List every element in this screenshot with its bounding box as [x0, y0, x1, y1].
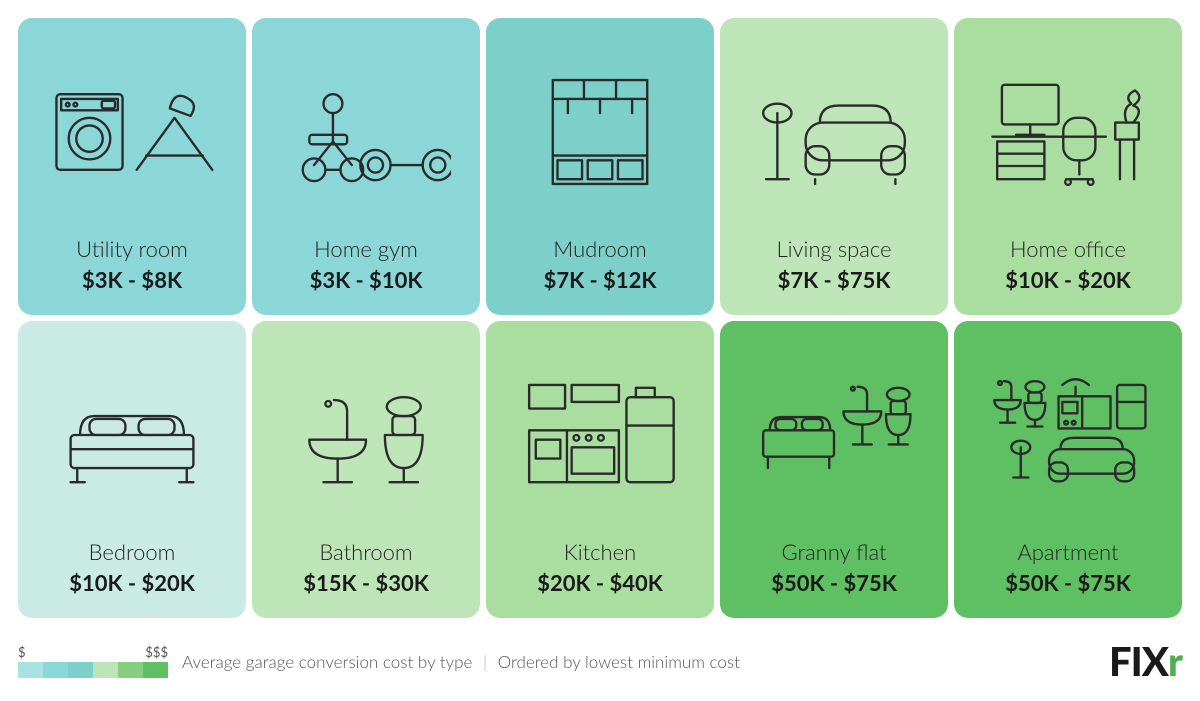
card-price: $20K - $40K — [537, 569, 663, 596]
card-price: $15K - $30K — [303, 569, 429, 596]
caption: Average garage conversion cost by type |… — [182, 651, 740, 672]
card-granny: Granny flat $50K - $75K — [720, 321, 948, 618]
card-price: $10K - $20K — [1005, 266, 1131, 293]
gym-icon — [262, 36, 470, 227]
caption-divider: | — [483, 651, 487, 672]
scale-segment — [43, 662, 68, 678]
card-mudroom: Mudroom $7K - $12K — [486, 18, 714, 315]
scale-segment — [118, 662, 143, 678]
card-label: Bedroom — [89, 538, 176, 565]
granny-icon — [730, 339, 938, 530]
caption-sub: Ordered by lowest minimum cost — [498, 651, 740, 672]
card-label: Granny flat — [781, 538, 886, 565]
card-price: $3K - $8K — [82, 266, 182, 293]
scale-high: $$$ — [145, 644, 168, 660]
logo-text: FIX — [1109, 637, 1168, 685]
card-kitchen: Kitchen $20K - $40K — [486, 321, 714, 618]
bathroom-icon — [262, 339, 470, 530]
card-bedroom: Bedroom $10K - $20K — [18, 321, 246, 618]
kitchen-icon — [496, 339, 704, 530]
card-price: $50K - $75K — [771, 569, 897, 596]
office-icon — [964, 36, 1172, 227]
card-price: $10K - $20K — [69, 569, 195, 596]
scale-segment — [18, 662, 43, 678]
footer: $ $$$ Average garage conversion cost by … — [18, 636, 1182, 686]
cost-scale: $ $$$ — [18, 644, 168, 678]
card-label: Mudroom — [553, 235, 646, 262]
card-price: $7K - $75K — [778, 266, 891, 293]
living-icon — [730, 36, 938, 227]
logo-accent: r — [1168, 637, 1182, 685]
card-utility: Utility room $3K - $8K — [18, 18, 246, 315]
card-label: Home gym — [314, 235, 418, 262]
card-label: Home office — [1010, 235, 1126, 262]
card-bathroom: Bathroom $15K - $30K — [252, 321, 480, 618]
caption-main: Average garage conversion cost by type — [182, 651, 472, 672]
logo: FIXr — [1109, 637, 1182, 685]
apartment-icon — [964, 339, 1172, 530]
scale-bar — [18, 662, 168, 678]
card-label: Living space — [776, 235, 891, 262]
bedroom-icon — [28, 339, 236, 530]
card-price: $3K - $10K — [310, 266, 423, 293]
card-label: Apartment — [1017, 538, 1118, 565]
utility-icon — [28, 36, 236, 227]
card-label: Bathroom — [319, 538, 412, 565]
card-apartment: Apartment $50K - $75K — [954, 321, 1182, 618]
scale-segment — [143, 662, 168, 678]
card-price: $7K - $12K — [544, 266, 657, 293]
card-living: Living space $7K - $75K — [720, 18, 948, 315]
card-label: Utility room — [76, 235, 188, 262]
card-office: Home office $10K - $20K — [954, 18, 1182, 315]
scale-low: $ — [18, 644, 26, 660]
card-grid: Utility room $3K - $8K Home gym $3K - $10K… — [18, 18, 1182, 618]
card-gym: Home gym $3K - $10K — [252, 18, 480, 315]
mudroom-icon — [496, 36, 704, 227]
card-label: Kitchen — [564, 538, 636, 565]
scale-segment — [93, 662, 118, 678]
card-price: $50K - $75K — [1005, 569, 1131, 596]
scale-segment — [68, 662, 93, 678]
